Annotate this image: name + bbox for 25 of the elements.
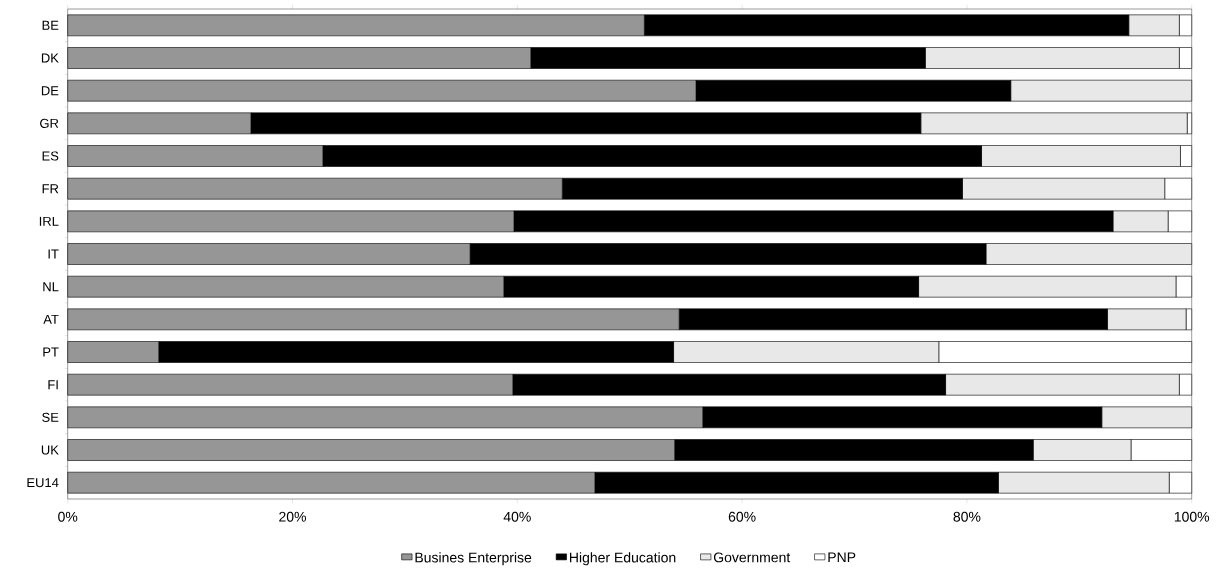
legend-label: Government <box>713 552 791 563</box>
legend-label: Busines Enterprise <box>415 552 532 566</box>
x-tick-label: 20% <box>279 511 307 522</box>
y-tick-label: GR <box>40 118 59 128</box>
y-tick-label: UK <box>41 445 59 455</box>
x-tick-label: 40% <box>503 511 531 522</box>
y-tick-label: FI <box>48 380 58 390</box>
y-tick-label: IT <box>48 249 59 259</box>
y-tick-label: NL <box>43 282 59 292</box>
y-tick-label: DE <box>41 86 59 96</box>
y-tick-label: FR <box>42 184 59 194</box>
y-tick-label: SE <box>42 412 59 422</box>
y-tick-label: BE <box>42 20 59 30</box>
x-tick-label: 80% <box>953 511 981 522</box>
y-tick-label: IRL <box>39 216 59 226</box>
y-tick-label: EU14 <box>27 478 59 488</box>
x-tick-label: 100% <box>1174 511 1210 522</box>
y-tick-label: PT <box>43 347 59 357</box>
legend-label: PNP <box>828 552 856 563</box>
y-tick-label: DK <box>41 53 59 63</box>
legend-label: Higher Education <box>570 552 676 566</box>
y-tick-label: ES <box>42 151 59 161</box>
y-tick-label: AT <box>43 314 59 324</box>
x-tick-label: 60% <box>728 511 756 522</box>
x-tick-label: 0% <box>58 511 78 522</box>
